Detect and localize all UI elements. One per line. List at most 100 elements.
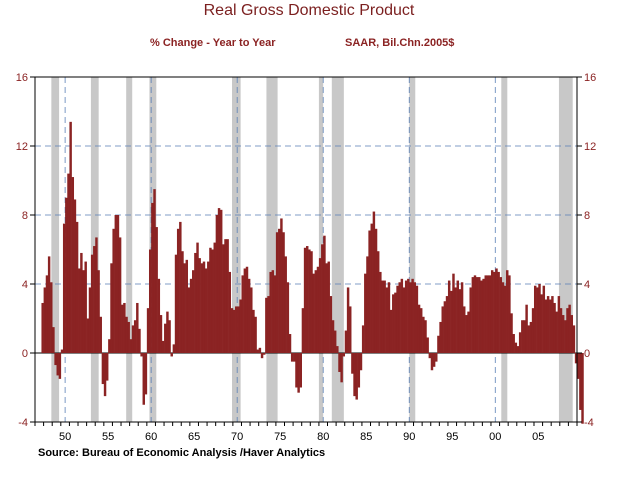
gdp-bar — [262, 353, 266, 355]
gdp-bar — [219, 209, 223, 353]
gdp-bar — [278, 228, 281, 353]
y-tick-label-right: 12 — [584, 141, 596, 153]
gdp-bar — [467, 311, 470, 353]
gdp-bar — [521, 320, 524, 353]
gdp-bar — [577, 353, 580, 379]
gdp-bar — [413, 282, 416, 353]
gdp-bar — [192, 270, 195, 353]
gdp-bar — [56, 353, 59, 376]
gdp-bar — [480, 280, 483, 353]
y-tick-label-right: -4 — [584, 417, 594, 429]
gdp-bar — [129, 339, 133, 353]
gdp-bar — [90, 254, 94, 353]
x-tick-label: 80 — [317, 431, 329, 443]
gdp-bar — [71, 177, 75, 353]
gdp-bar — [450, 290, 453, 353]
gdp-bar — [232, 309, 236, 353]
gdp-bar — [200, 263, 204, 353]
gdp-bar — [170, 353, 173, 357]
gdp-bar — [123, 302, 126, 353]
gdp-bar — [469, 287, 472, 353]
gdp-bar — [342, 353, 346, 357]
gdp-bar — [148, 249, 152, 353]
bar-series — [41, 121, 584, 424]
gdp-bar — [82, 270, 85, 353]
y-tick-label-left: 0 — [22, 348, 28, 360]
gdp-bar — [198, 258, 201, 353]
gdp-bar — [105, 353, 109, 381]
recession-band — [126, 77, 133, 422]
gdp-bar — [452, 273, 455, 353]
gdp-bar — [553, 302, 556, 353]
gdp-bar — [164, 323, 167, 353]
gdp-bar — [73, 199, 77, 353]
gdp-bar — [222, 244, 225, 353]
gdp-bar — [41, 302, 44, 353]
gdp-bar — [570, 315, 573, 353]
gdp-bar — [518, 332, 522, 353]
gdp-bar — [280, 218, 283, 353]
gdp-bar — [75, 221, 79, 353]
gdp-bar — [303, 247, 307, 353]
gdp-bar — [471, 277, 475, 353]
gdp-bar — [316, 266, 320, 353]
gdp-bar — [254, 316, 257, 353]
gdp-bar — [488, 275, 492, 353]
gdp-bar — [394, 292, 397, 353]
gdp-bar — [581, 353, 584, 424]
x-tick-label: 50 — [59, 431, 71, 443]
gdp-bar — [93, 246, 96, 353]
x-tick-label: 85 — [360, 431, 372, 443]
gdp-bar — [465, 315, 468, 353]
recession-band — [409, 77, 416, 422]
gdp-bar — [445, 296, 449, 353]
gdp-bar — [95, 237, 98, 353]
gdp-bar — [211, 249, 214, 353]
gdp-bar — [172, 344, 176, 353]
gdp-bar — [568, 304, 571, 353]
gdp-bar — [370, 223, 373, 353]
gdp-bar — [463, 306, 466, 353]
gdp-bar — [574, 353, 578, 364]
gdp-bar — [157, 278, 161, 353]
gdp-bar — [439, 321, 442, 353]
y-tick-label-left: 16 — [16, 72, 28, 84]
gdp-bar — [299, 353, 302, 388]
x-tick-label: 55 — [102, 431, 114, 443]
x-tick-label: 70 — [231, 431, 243, 443]
gdp-bar — [271, 270, 275, 353]
gdp-bar — [60, 349, 64, 353]
gdp-bar — [174, 254, 178, 353]
gdp-bar — [572, 325, 576, 353]
gdp-bar — [387, 282, 391, 353]
gdp-bar — [318, 258, 322, 353]
gdp-bar — [355, 353, 358, 400]
gdp-bar — [389, 309, 393, 353]
gdp-bar — [516, 346, 520, 353]
y-tick-label-left: 4 — [22, 279, 28, 291]
gdp-bar — [336, 346, 339, 353]
gdp-bar — [460, 282, 464, 353]
gdp-bar — [557, 296, 561, 353]
gdp-bar — [419, 308, 423, 353]
x-tick-label: 95 — [446, 431, 458, 443]
gdp-bar — [454, 287, 457, 353]
gdp-bar — [353, 353, 356, 397]
gdp-bar — [551, 296, 554, 353]
gdp-bar — [415, 285, 419, 353]
gdp-bar — [331, 320, 335, 353]
gdp-bar — [484, 275, 487, 353]
gdp-bar — [207, 261, 210, 353]
gdp-bar — [506, 270, 509, 353]
x-tick-label: 90 — [403, 431, 415, 443]
gdp-bar — [531, 308, 535, 353]
gdp-bar — [422, 316, 425, 353]
gdp-bar — [108, 339, 111, 353]
gdp-bar — [458, 289, 462, 353]
gdp-bar — [67, 173, 70, 353]
gdp-bar — [338, 353, 341, 372]
gdp-bar — [181, 251, 184, 353]
gdp-bar — [146, 308, 150, 353]
gdp-bar — [133, 320, 137, 353]
